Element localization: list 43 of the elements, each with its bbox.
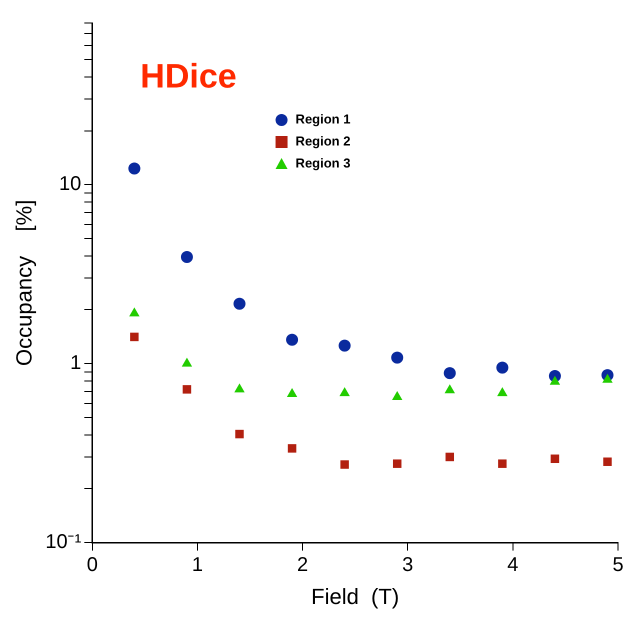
x-tick-label: 0: [86, 554, 98, 576]
point: [286, 334, 298, 346]
legend-label: Region 2: [296, 134, 350, 149]
text: HDice: [140, 57, 237, 96]
point: [497, 387, 508, 396]
y-tick-label: 10⁻¹: [45, 531, 82, 554]
y-tick-label: 10: [59, 173, 82, 196]
point: [234, 298, 246, 310]
x-tick-label: 5: [612, 554, 624, 576]
point: [446, 452, 454, 462]
point: [180, 251, 193, 264]
point: [391, 352, 404, 364]
point: [235, 430, 244, 438]
point: [339, 387, 350, 396]
y-axis-title: Occupancy [%]: [11, 200, 36, 366]
legend-label: Region 1: [296, 112, 350, 127]
x-tick-label: 4: [507, 554, 518, 576]
point: [288, 444, 296, 453]
x-axis-title: Field (T): [311, 584, 400, 609]
point: [496, 362, 508, 374]
point: [602, 374, 613, 383]
legend-label: Region 3: [296, 156, 350, 171]
point: [130, 332, 139, 342]
point: [550, 454, 560, 464]
x-tick-label: 1: [192, 554, 204, 576]
point: [392, 459, 402, 468]
point: [128, 162, 140, 175]
point: [340, 460, 349, 469]
point: [182, 358, 192, 367]
point: [286, 388, 298, 398]
point: [603, 457, 612, 466]
point: [182, 385, 192, 394]
point: [498, 459, 507, 468]
point: [444, 367, 456, 380]
x-tick-label: 2: [297, 554, 308, 576]
point: [129, 307, 140, 316]
point: [444, 384, 455, 394]
point: [392, 390, 402, 400]
point: [550, 376, 560, 385]
point: [338, 340, 351, 352]
point: [234, 383, 245, 392]
x-tick-label: 3: [402, 554, 414, 576]
y-tick-label: 1: [70, 352, 82, 374]
